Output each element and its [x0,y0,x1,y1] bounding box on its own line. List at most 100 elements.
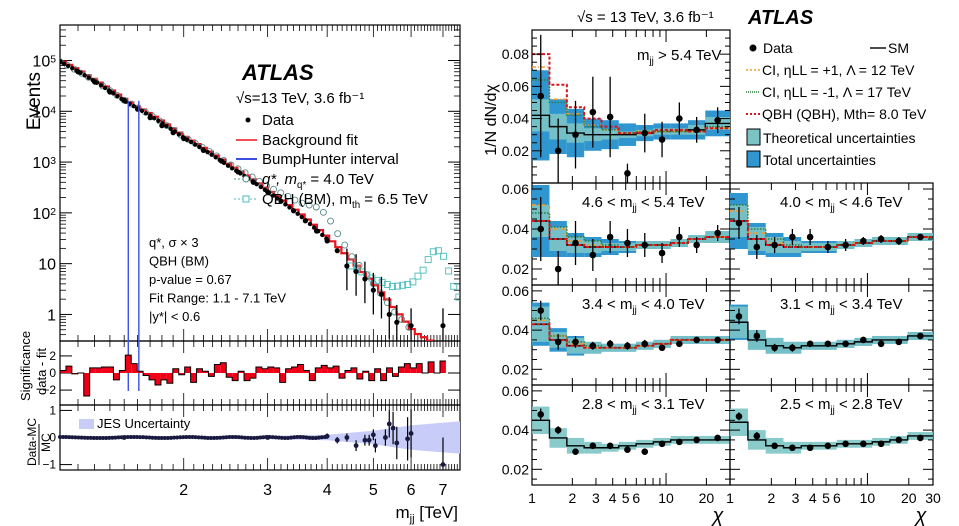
ratio-data-point [224,435,229,440]
significance-bar [255,367,262,373]
ratio-data-point [121,435,127,440]
data-point [193,142,198,147]
data-point [315,228,321,234]
significance-bar [439,361,446,373]
chi-data-point [641,340,649,348]
ratio-data-point [116,435,121,440]
y-tick-label: 10 [38,257,56,274]
data-point [102,85,108,91]
significance-bar [196,368,203,373]
chi-data-point [860,336,867,344]
data-point [65,63,71,69]
chi-y-tick-label: 0.02 [502,261,529,277]
data-point [275,196,280,201]
ratio-data-point [82,435,87,440]
data-point [90,77,95,83]
legend-label: Total uncertainties [763,152,876,168]
chi-panel: 4.0 < mjj < 4.6 TeV [729,182,934,286]
ratio-tick-label: −1 [42,458,56,472]
chi-data-point [693,336,700,344]
sm-prediction-line [532,419,730,449]
legend-label: Data [763,40,793,56]
ratio-data-point [249,436,254,441]
text-span: q*, m [262,171,297,188]
significance-bar [101,367,108,373]
ratio-data-point [138,435,143,440]
significance-bar [202,371,209,373]
ratio-data-point [144,435,149,440]
chi-data-point [676,340,683,348]
data-point [370,287,376,293]
data-point [70,66,75,71]
text-span: < 3.4 TeV [835,296,903,313]
qbh-marker [373,276,381,284]
data-point [334,248,340,254]
qstar-marker [319,208,327,216]
data-point [221,160,227,166]
legend-label: BumpHunter interval [262,151,399,168]
data-point [362,276,368,282]
text-span: 4.0 < m [780,194,830,211]
ratio-data-point [373,443,378,449]
significance-bar [143,373,150,376]
data-point [197,144,202,150]
data-point [394,319,400,325]
significance-bar [249,373,256,379]
significance-bar [154,373,161,385]
ratio-data-point [147,435,152,440]
chi-data-point [554,338,562,346]
chi-y-tick-label: 0.02 [502,361,529,377]
chi-panel: 2.5 < mjj < 2.8 TeV [729,384,934,486]
text-span: = 6.5 TeV [360,191,428,208]
text-span: < 3.1 TeV [637,396,705,413]
ratio-data-point [61,434,66,439]
significance-bar [374,368,381,373]
jes-legend-icon [79,419,94,429]
ratio-data-point [199,435,204,440]
significance-bar [172,368,179,373]
ratio-data-point [153,435,158,440]
chi-data-point [641,448,649,455]
text-span: 4 [50,105,56,116]
significance-bar [232,373,239,381]
data-point [307,221,313,227]
chi-data-point [676,438,683,446]
chi-x-axis-title: χ [711,505,725,526]
ratio-data-point [85,435,90,440]
chi-x-tick-label: 4 [609,490,617,506]
ratio-data-point [208,436,213,441]
ratio-data-point [304,435,309,440]
significance-bar [190,373,197,383]
sm-prediction-line [532,114,730,136]
data-point [78,70,83,76]
text-span: 2 [50,206,56,217]
chi-data-point [676,115,683,122]
ratio-data-point [286,435,291,440]
data-point [229,166,235,171]
qbh-marker [409,278,417,286]
significance-bar [350,367,357,373]
mjj-range-label: 4.6 < mjj < 5.4 TeV [582,194,705,214]
legend-label: SM [888,40,909,56]
chi-data-point [824,442,832,450]
ratio-data-point [190,435,195,440]
data-point [279,199,284,204]
text-span: jj [409,513,415,525]
chi-data-point [789,444,796,452]
text-span: 10 [32,155,50,172]
chi-data-point [624,446,631,454]
chi-data-point [735,413,743,420]
text-span: 10 [32,206,50,223]
ratio-data-point [184,434,189,439]
ratio-data-point [64,435,69,440]
ratio-data-point [307,435,312,440]
chi-data-point [789,344,796,352]
ratio-data-point [394,440,400,446]
chi-data-point [658,136,666,143]
legend-qbh-icon [242,195,250,203]
chi-data-point [714,116,721,124]
ratio-data-point [218,435,223,440]
qstar-marker [298,199,306,207]
mjj-range-label: 3.4 < mjj < 4.0 TeV [582,296,705,316]
